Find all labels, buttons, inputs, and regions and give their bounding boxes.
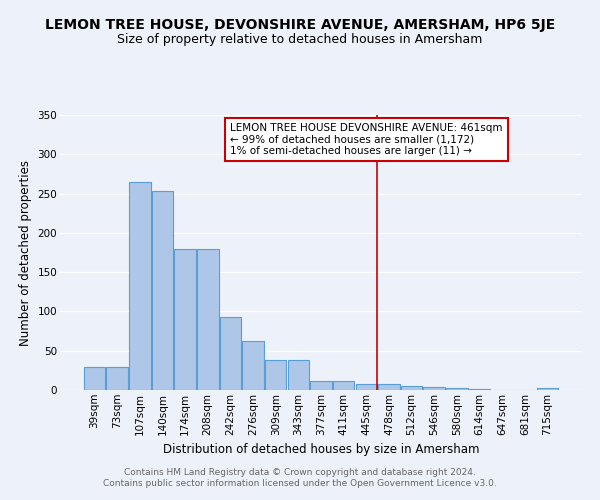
Bar (356, 384, 377, 390)
Bar (129, 182, 151, 390)
Bar (310, 380, 332, 390)
Bar (84, 367, 105, 390)
Bar (287, 360, 309, 390)
Bar (220, 317, 241, 390)
Bar (106, 367, 128, 390)
X-axis label: Distribution of detached houses by size in Amersham: Distribution of detached houses by size … (163, 443, 479, 456)
Bar (424, 387, 445, 390)
Bar (197, 248, 218, 390)
Bar (333, 380, 355, 390)
Bar (378, 384, 400, 390)
Bar (152, 191, 173, 390)
Y-axis label: Number of detached properties: Number of detached properties (19, 160, 32, 346)
Bar (242, 340, 264, 390)
Text: LEMON TREE HOUSE DEVONSHIRE AVENUE: 461sqm
← 99% of detached houses are smaller : LEMON TREE HOUSE DEVONSHIRE AVENUE: 461s… (230, 123, 503, 156)
Bar (469, 389, 490, 390)
Bar (175, 248, 196, 390)
Bar (265, 360, 286, 390)
Bar (537, 388, 558, 390)
Text: Contains HM Land Registry data © Crown copyright and database right 2024.
Contai: Contains HM Land Registry data © Crown c… (103, 468, 497, 487)
Bar (401, 386, 422, 390)
Text: Size of property relative to detached houses in Amersham: Size of property relative to detached ho… (118, 32, 482, 46)
Text: LEMON TREE HOUSE, DEVONSHIRE AVENUE, AMERSHAM, HP6 5JE: LEMON TREE HOUSE, DEVONSHIRE AVENUE, AME… (45, 18, 555, 32)
Bar (446, 388, 467, 390)
